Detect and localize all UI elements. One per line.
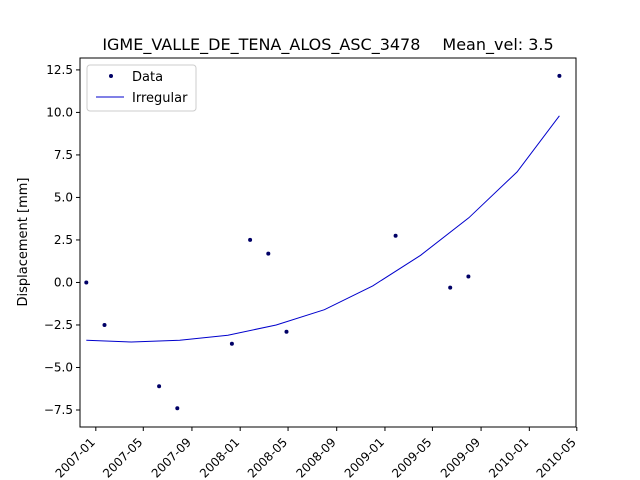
x-tick-label: 2010-05 [534, 435, 579, 480]
y-axis: 12.5 10.0 7.5 5.0 2.5 0.0 −2.5 −5.0 −7.5 [44, 63, 80, 417]
x-tick-label: 2009-09 [438, 435, 483, 480]
x-tick-label: 2008-09 [293, 435, 338, 480]
x-tick-label: 2007-05 [100, 435, 145, 480]
legend-box [86, 64, 197, 112]
y-axis-label: Displacement [mm] [16, 178, 31, 307]
chart-title: IGME_VALLE_DE_TENA_ALOS_ASC_3478 Mean_vel… [102, 35, 553, 55]
y-tick-label: −2.5 [44, 318, 73, 332]
y-tick-label: 10.0 [46, 105, 73, 119]
x-tick-label: 2010-01 [486, 435, 531, 480]
x-tick-label: 2009-01 [342, 435, 387, 480]
data-point [248, 237, 253, 242]
data-point [557, 73, 562, 78]
y-tick-label: 0.0 [54, 275, 73, 289]
data-point [229, 341, 234, 346]
legend-data-label: Data [132, 70, 163, 85]
chart-title-name: IGME_VALLE_DE_TENA_ALOS_ASC_3478 [102, 35, 420, 55]
data-points [84, 73, 562, 411]
x-tick-label: 2007-01 [53, 435, 98, 480]
legend-data-marker [109, 74, 113, 78]
legend: Data Irregular [86, 64, 197, 112]
data-point [175, 406, 180, 411]
y-tick-label: −7.5 [44, 403, 73, 417]
x-tick-label: 2008-05 [245, 435, 290, 480]
x-tick-label: 2009-05 [389, 435, 434, 480]
x-axis: 2007-01 2007-05 2007-09 2008-01 2008-05 2008-… [53, 427, 579, 480]
plot-area [79, 57, 577, 428]
chart-title-mean-velocity: Mean_vel: 3.5 [442, 35, 553, 55]
legend-irregular-label: Irregular [132, 91, 188, 106]
x-tick-label: 2008-01 [197, 435, 242, 480]
data-point [157, 384, 162, 389]
y-tick-label: 5.0 [54, 190, 73, 204]
data-point [393, 233, 398, 238]
y-tick-label: 2.5 [54, 233, 73, 247]
data-point [448, 285, 453, 290]
data-point [266, 251, 271, 256]
x-tick-label: 2007-09 [149, 435, 194, 480]
data-point [84, 280, 89, 285]
y-tick-label: −5.0 [44, 360, 73, 374]
irregular-fit-line [86, 115, 560, 343]
y-tick-label: 12.5 [46, 63, 73, 77]
data-point [102, 323, 107, 327]
y-tick-label: 7.5 [54, 148, 73, 162]
data-point [466, 274, 471, 279]
data-point [284, 329, 289, 334]
